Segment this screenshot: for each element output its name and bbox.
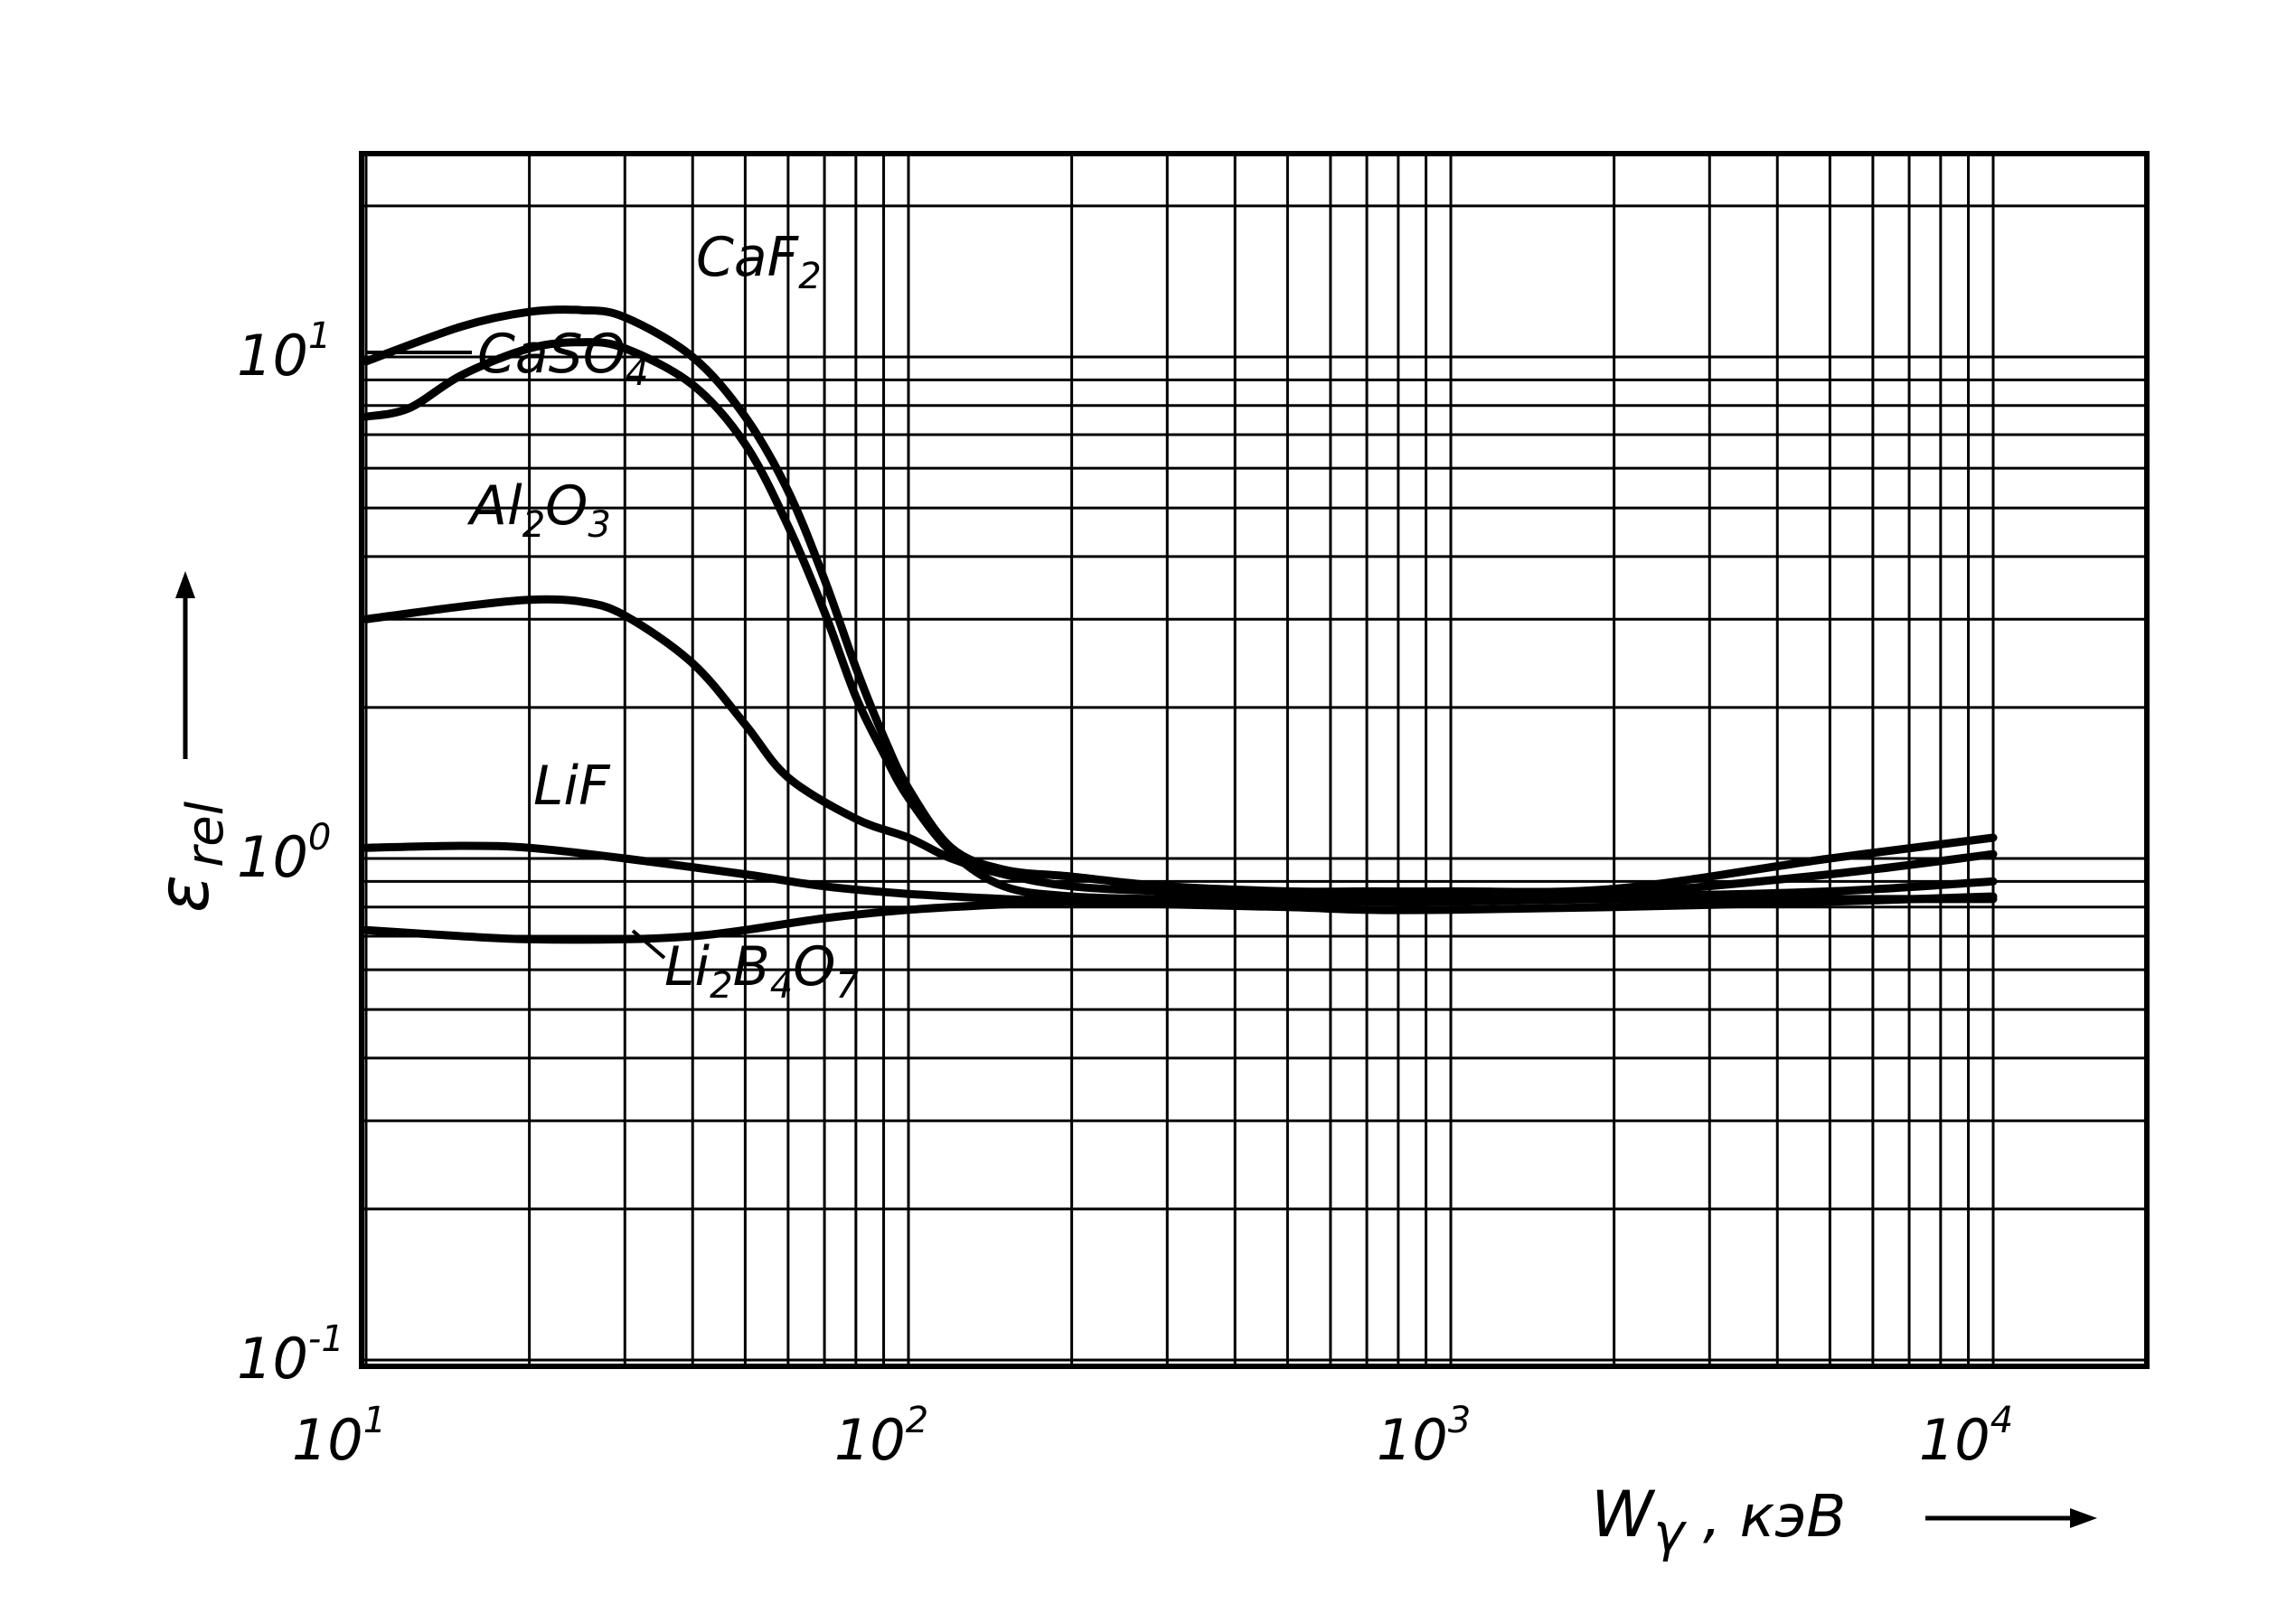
x-axis-label-sub: γ (1653, 1502, 1687, 1563)
series-label-caf2: CaF2 (696, 226, 822, 297)
y-axis-arrow (175, 571, 195, 759)
x-tick-label: 101 (292, 1400, 386, 1473)
y-axis-title: ε rel (144, 801, 235, 913)
x-tick-labels: 101 102 103 104 (292, 1400, 2013, 1473)
series-line-caso4 (362, 338, 1998, 904)
y-tick-labels: 10-1 100 101 (237, 315, 344, 1392)
grid (362, 154, 2147, 1366)
x-tick-label: 103 (1377, 1400, 1471, 1473)
label-leaders (366, 351, 666, 960)
series-label-lif: LiF (533, 755, 611, 818)
x-axis-label-main: W (1591, 1477, 1656, 1552)
series-line-caf2 (362, 305, 1998, 896)
series-line-li2b4o7 (362, 895, 1998, 944)
x-tick-label: 102 (834, 1400, 928, 1473)
y-tick-label: 100 (237, 817, 331, 890)
series-line-al2o3 (362, 595, 1998, 901)
series-label-al2o3: Al2O3 (466, 474, 611, 546)
x-tick-label: 104 (1919, 1400, 2013, 1473)
label-leader (631, 929, 666, 960)
y-axis-label-main: ε (144, 875, 225, 913)
series-label-caso4: CaSO4 (477, 323, 648, 394)
series-label-li2b4o7: Li2B4O7 (664, 935, 859, 1007)
x-axis-label: Wγ , кэВ (1591, 1477, 1846, 1563)
x-axis-arrow (1925, 1508, 2097, 1528)
y-tick-label: 101 (237, 315, 331, 389)
y-axis-label-sub: rel (176, 801, 235, 867)
series-labels: CaF2 CaSO4 Al2O3 LiF Li2B4O7 (466, 226, 859, 1007)
plot-frame (359, 151, 2150, 1369)
x-axis-label-rest: , кэВ (1685, 1484, 1847, 1551)
y-tick-label: 10-1 (237, 1318, 344, 1392)
curves (362, 305, 1998, 944)
y-axis-label: ε rel (144, 801, 235, 913)
